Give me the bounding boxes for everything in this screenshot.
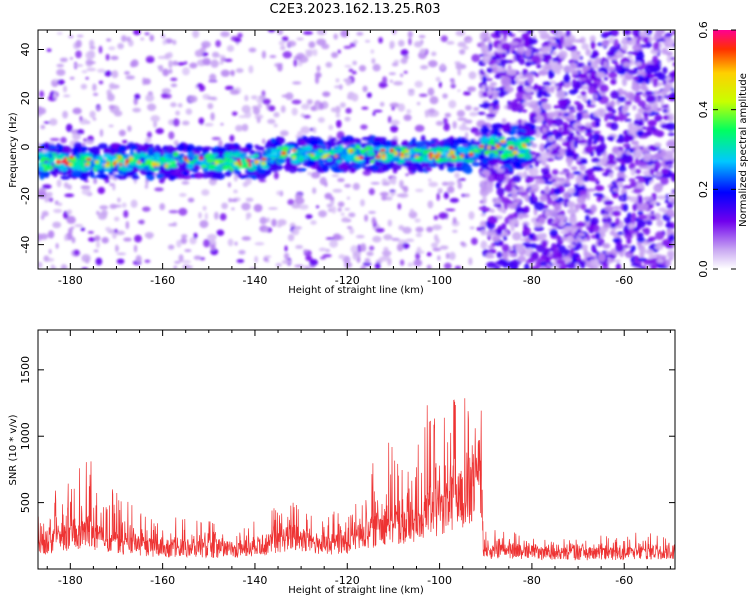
spectrogram-y-tick-0: 0 — [19, 144, 32, 151]
spectrogram-x-tick--100: -100 — [427, 274, 452, 287]
spectrogram-y-tick-20: 20 — [19, 91, 32, 105]
spectrogram-x-tick--60: -60 — [615, 274, 633, 287]
snr-x-axis-label: Height of straight line (km) — [288, 585, 424, 596]
colorbar-tick-0.4: 0.4 — [697, 101, 710, 119]
snr-x-tick--160: -160 — [150, 574, 175, 587]
colorbar-axes: 0.0 0.2 0.4 0.6 — [697, 21, 736, 278]
colorbar-label: Normalized spectral amplitude — [738, 73, 749, 227]
spectrogram-y-tick--40: -40 — [19, 236, 32, 254]
snr-y-tick-500: 500 — [19, 492, 32, 513]
spectrogram-x-tick--180: -180 — [58, 274, 83, 287]
spectrogram-x-tick--120: -120 — [335, 274, 360, 287]
snr-x-tick--80: -80 — [523, 574, 541, 587]
snr-x-tick--140: -140 — [242, 574, 267, 587]
snr-y-tick-1000: 1000 — [19, 422, 32, 450]
spectrogram-y-tick-40: 40 — [19, 43, 32, 57]
spectrogram-frame — [37, 29, 676, 270]
spectrogram-x-axis-label: Height of straight line (km) — [288, 285, 424, 296]
snr-series-line — [38, 398, 675, 561]
colorbar-tick-0.2: 0.2 — [697, 181, 710, 199]
spectrogram-x-tick--140: -140 — [242, 274, 267, 287]
snr-x-tick--60: -60 — [615, 574, 633, 587]
colorbar — [713, 30, 736, 269]
spectrogram-x-tick--80: -80 — [523, 274, 541, 287]
spectrogram-axes: -180 -160 -140 -120 -100 -80 -60 -40 -20 0 20 40 — [19, 30, 675, 287]
colorbar-tick-0.6: 0.6 — [697, 21, 710, 39]
chart-title: C2E3.2023.162.13.25.R03 — [269, 2, 441, 17]
snr-y-axis-label: SNR (10 * v/v) — [8, 414, 19, 485]
spectrogram-y-axis-label: Frequency (Hz) — [8, 112, 19, 188]
spectrogram-x-tick--160: -160 — [150, 274, 175, 287]
snr-x-tick--100: -100 — [427, 574, 452, 587]
snr-x-tick--120: -120 — [335, 574, 360, 587]
snr-y-tick-1500: 1500 — [19, 356, 32, 384]
spectrogram-y-tick--20: -20 — [19, 187, 32, 205]
snr-frame — [37, 329, 676, 570]
snr-axes: -180 -160 -140 -120 -100 -80 -60 500 1000 1500 — [19, 330, 675, 587]
colorbar-tick-0: 0.0 — [697, 260, 710, 278]
snr-x-tick--180: -180 — [58, 574, 83, 587]
spectrogram-heatmap — [38, 30, 675, 269]
